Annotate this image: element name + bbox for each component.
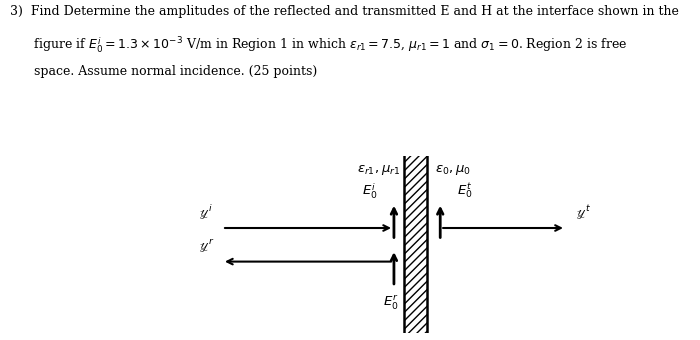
Text: $\mathscr{y}^r$: $\mathscr{y}^r$ <box>199 238 214 255</box>
Text: $\mathscr{y}^t$: $\mathscr{y}^t$ <box>575 203 591 222</box>
Text: $E_0^t$: $E_0^t$ <box>456 182 473 201</box>
Text: 3)  Find Determine the amplitudes of the reflected and transmitted E and H at th: 3) Find Determine the amplitudes of the … <box>10 5 680 18</box>
Text: $E_0^i$: $E_0^i$ <box>362 181 377 201</box>
Text: $\varepsilon_0, \mu_0$: $\varepsilon_0, \mu_0$ <box>435 163 471 177</box>
Text: $\mathscr{y}^i$: $\mathscr{y}^i$ <box>199 203 213 222</box>
Bar <box>404 156 427 333</box>
Text: $E_0^r$: $E_0^r$ <box>383 292 398 310</box>
Text: $\varepsilon_{r1}, \mu_{r1}$: $\varepsilon_{r1}, \mu_{r1}$ <box>357 163 400 177</box>
Text: space. Assume normal incidence. (25 points): space. Assume normal incidence. (25 poin… <box>10 65 318 78</box>
Text: figure if $E_0^i = 1.3 \times 10^{-3}$ V/m in Region 1 in which $\varepsilon_{r1: figure if $E_0^i = 1.3 \times 10^{-3}$ V… <box>10 36 628 55</box>
